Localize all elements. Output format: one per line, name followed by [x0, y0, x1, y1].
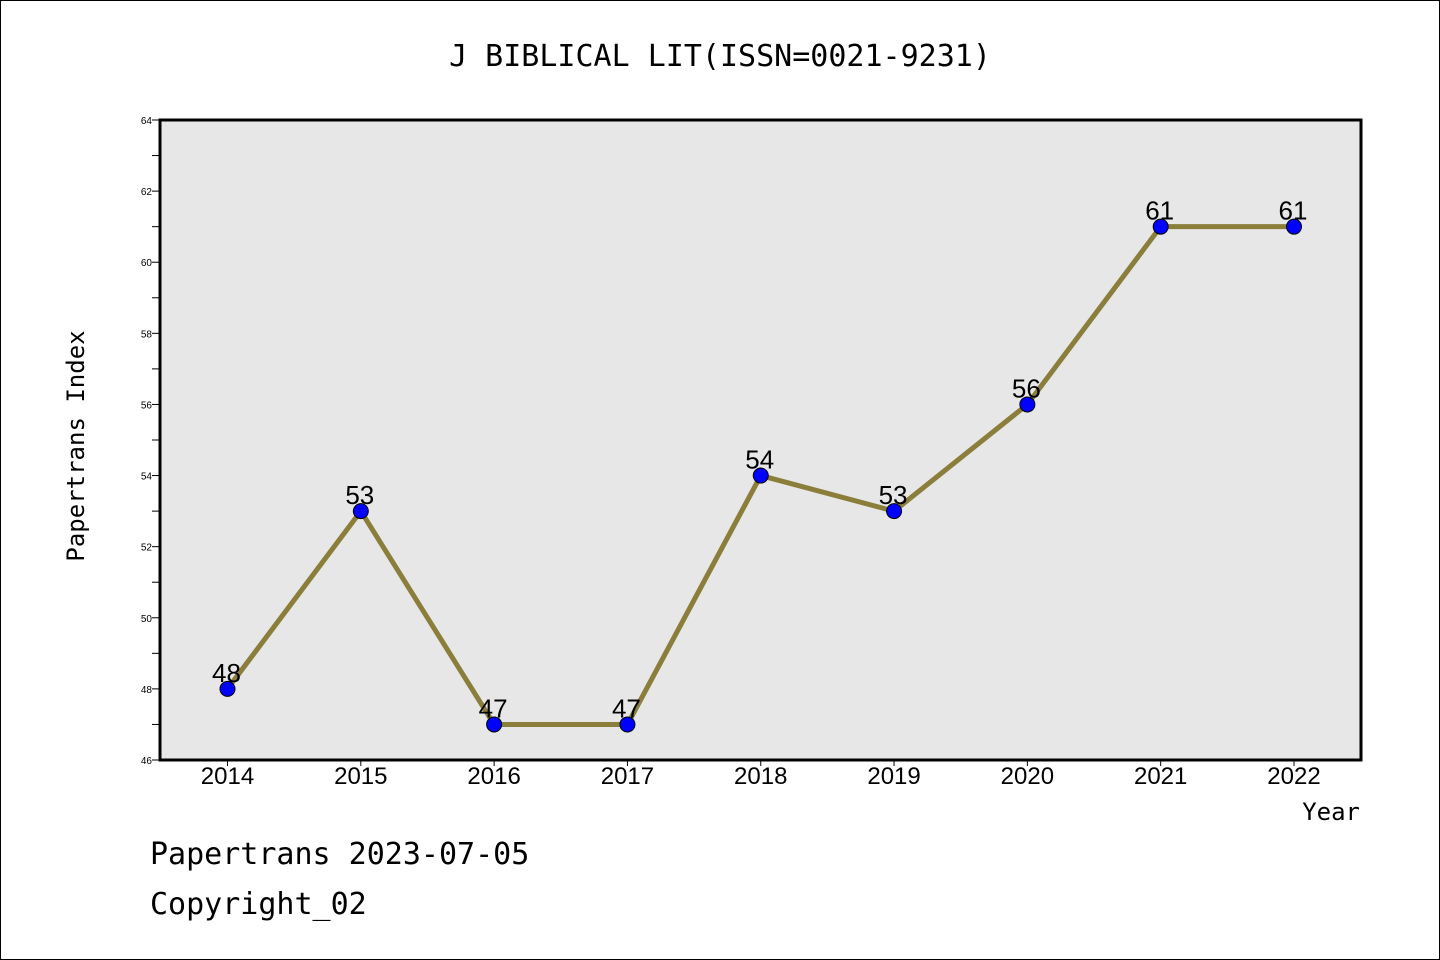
x-tick-label: 2016 — [467, 763, 520, 790]
data-label: 47 — [479, 693, 508, 723]
data-label: 53 — [345, 480, 374, 510]
y-tick-label: 54 — [141, 472, 153, 483]
y-tick-label: 52 — [141, 543, 153, 554]
x-tick-label: 2021 — [1134, 763, 1187, 790]
data-point — [619, 716, 636, 733]
x-tick-label: 2014 — [201, 763, 254, 790]
x-axis-label: Year — [1302, 798, 1360, 826]
data-label: 61 — [1145, 196, 1174, 226]
x-tick-label: 2018 — [734, 763, 787, 790]
y-tick-label: 56 — [141, 400, 153, 411]
data-point — [1019, 396, 1036, 413]
y-tick-label: 64 — [141, 116, 153, 127]
data-point — [886, 503, 903, 520]
x-tick-label: 2020 — [1001, 763, 1054, 790]
data-label: 48 — [212, 658, 241, 688]
y-axis: 46 48 50 52 54 56 58 60 62 64 — [141, 116, 160, 767]
footer-date: Papertrans 2023-07-05 — [150, 837, 529, 872]
chart-title: J BIBLICAL LIT(ISSN=0021-9231) — [449, 39, 991, 74]
y-tick-label: 60 — [141, 258, 153, 269]
data-labels: 48 53 47 47 54 53 56 61 61 — [212, 196, 1307, 724]
data-point — [219, 680, 236, 697]
x-tick-label: 2015 — [334, 763, 387, 790]
x-axis: 2014 2015 2016 2017 2018 2019 2020 2021 2022 — [201, 760, 1321, 790]
plot-area — [158, 118, 1363, 762]
data-point — [352, 503, 369, 520]
data-point — [1286, 218, 1302, 235]
y-tick-label: 48 — [141, 685, 153, 696]
y-tick-label: 62 — [141, 187, 153, 198]
footer-copyright: Copyright_02 — [150, 887, 367, 922]
x-tick-label: 2019 — [867, 763, 920, 790]
data-points — [219, 218, 1302, 733]
data-label: 54 — [745, 445, 774, 475]
y-axis-label: Papertrans Index — [62, 330, 90, 561]
data-label: 61 — [1279, 196, 1308, 226]
data-label: 53 — [879, 480, 908, 510]
x-tick-label: 2017 — [601, 763, 654, 790]
data-label: 47 — [612, 693, 641, 723]
x-tick-label: 2022 — [1267, 763, 1320, 790]
y-tick-label: 58 — [141, 329, 153, 340]
data-label: 56 — [1012, 373, 1041, 403]
y-tick-label: 50 — [141, 614, 153, 625]
y-tick-label: 46 — [141, 756, 153, 767]
data-point — [1152, 218, 1169, 235]
data-point — [486, 716, 503, 733]
data-point — [752, 467, 769, 484]
